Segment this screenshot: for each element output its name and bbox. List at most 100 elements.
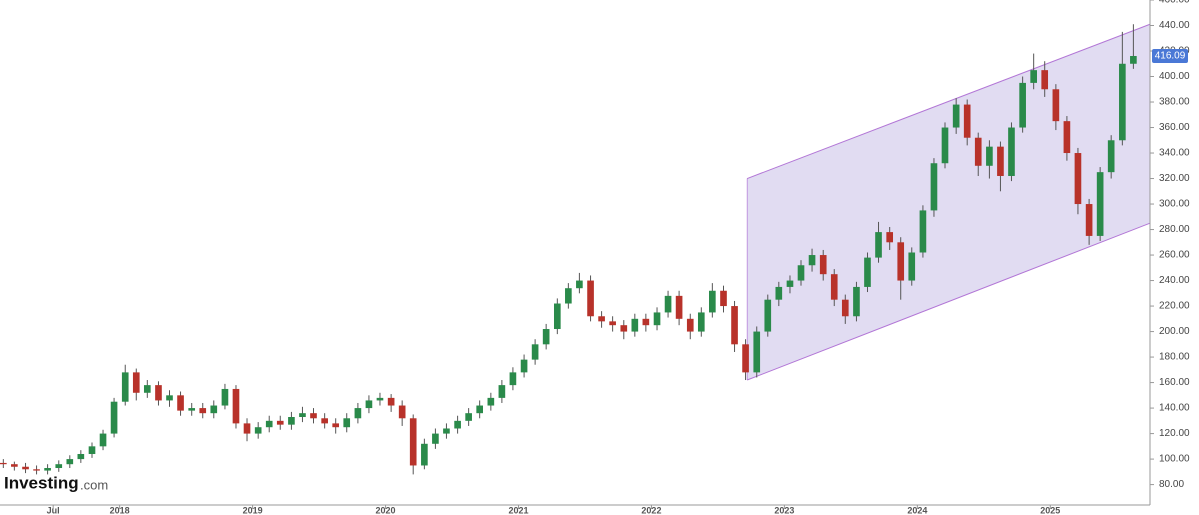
candle-body (653, 312, 661, 326)
candle-body (1119, 63, 1126, 141)
channel-upper (746, 23, 1151, 180)
candle-body (110, 401, 118, 434)
last-price-box (1152, 48, 1188, 63)
x-tick-label: 2020 (376, 505, 396, 515)
candle-body (155, 385, 162, 401)
candle-body (553, 303, 561, 330)
candle-body (243, 423, 251, 434)
x-tick-label: 2018 (110, 505, 130, 515)
candle-body (132, 372, 140, 393)
candle-body (897, 242, 905, 281)
candle-body (44, 468, 51, 471)
y-tick-label: 120.00 (1159, 428, 1190, 439)
brand-name: Investing (4, 473, 79, 492)
candle-body (22, 466, 29, 470)
channel-lower (746, 222, 1151, 381)
channel-fill (747, 24, 1150, 381)
candle-body (88, 446, 96, 454)
x-tick-label: 2024 (907, 505, 927, 515)
candle-body (432, 433, 439, 444)
candle-body (1008, 127, 1015, 176)
candle-body (764, 299, 772, 332)
candle-body (210, 405, 218, 414)
candle-body (487, 397, 495, 406)
candle-body (321, 418, 328, 424)
candle-body (797, 265, 805, 281)
candle-body (520, 359, 528, 373)
candle-body (753, 331, 761, 373)
candle-body (576, 280, 583, 289)
brand-suffix: .com (80, 477, 108, 492)
candle-body (1030, 70, 1037, 83)
y-tick-label: 360.00 (1159, 122, 1190, 133)
candle-body (565, 288, 572, 304)
candle-body (188, 408, 196, 411)
candle-body (121, 372, 129, 402)
candle-body (0, 462, 7, 465)
y-tick-label: 320.00 (1159, 173, 1190, 184)
candle-body (531, 344, 539, 360)
y-tick-label: 340.00 (1159, 148, 1190, 159)
candle-body (509, 372, 517, 386)
candle-body (55, 464, 63, 469)
candle-body (299, 413, 306, 418)
candle-body (11, 464, 18, 467)
candle-body (886, 232, 894, 243)
candle-body (941, 127, 949, 164)
y-tick-label: 460.00 (1159, 0, 1190, 6)
candle-body (343, 418, 351, 428)
x-tick-label: 2019 (243, 505, 263, 515)
y-tick-label: 80.00 (1159, 479, 1184, 490)
candle-body (288, 417, 295, 425)
candle-body (742, 344, 749, 373)
candle-body (731, 306, 738, 345)
candle-body (697, 312, 705, 332)
candle-body (819, 255, 827, 275)
candle-body (199, 408, 207, 414)
candle-body (421, 443, 428, 466)
candle-body (664, 295, 672, 313)
candle-body (808, 255, 816, 266)
y-tick-label: 380.00 (1159, 97, 1190, 108)
candle-body (986, 146, 993, 166)
candle-body (786, 280, 794, 287)
candle-body (1041, 70, 1049, 90)
candle-body (997, 146, 1004, 176)
candle-body (864, 257, 871, 287)
candle-body (587, 280, 594, 317)
candle-body (709, 290, 716, 313)
y-tick-label: 400.00 (1159, 71, 1190, 82)
candle-body (609, 321, 616, 326)
y-tick-label: 160.00 (1159, 377, 1190, 388)
y-tick-label: 260.00 (1159, 250, 1190, 261)
x-tick-label: 2025 (1040, 505, 1060, 515)
candle-body (930, 163, 938, 211)
candle-body (908, 252, 916, 281)
last-price-label: 416.09 (1155, 51, 1186, 62)
candle-body (376, 397, 384, 401)
candle-body (542, 329, 550, 345)
candle-body (265, 420, 273, 428)
candle-body (841, 299, 849, 317)
plot-area (0, 23, 1151, 475)
candle-body (476, 405, 483, 414)
candle-body (310, 413, 317, 419)
candle-body (33, 469, 40, 471)
x-tick-label: Jul (47, 505, 60, 515)
candle-body (454, 420, 461, 429)
y-tick-label: 220.00 (1159, 301, 1190, 312)
candle-body (1107, 140, 1115, 173)
candle-body (1096, 172, 1104, 236)
candle-body (166, 395, 173, 401)
candle-body (143, 385, 151, 393)
candle-body (409, 418, 417, 466)
x-tick-label: 2022 (641, 505, 661, 515)
y-tick-label: 100.00 (1159, 454, 1190, 465)
candle-body (443, 428, 450, 434)
candle-body (254, 427, 262, 434)
y-tick-label: 200.00 (1159, 326, 1190, 337)
candle-body (952, 104, 960, 128)
x-tick-label: 2021 (508, 505, 528, 515)
y-tick-label: 280.00 (1159, 224, 1190, 235)
candle-body (620, 325, 628, 332)
